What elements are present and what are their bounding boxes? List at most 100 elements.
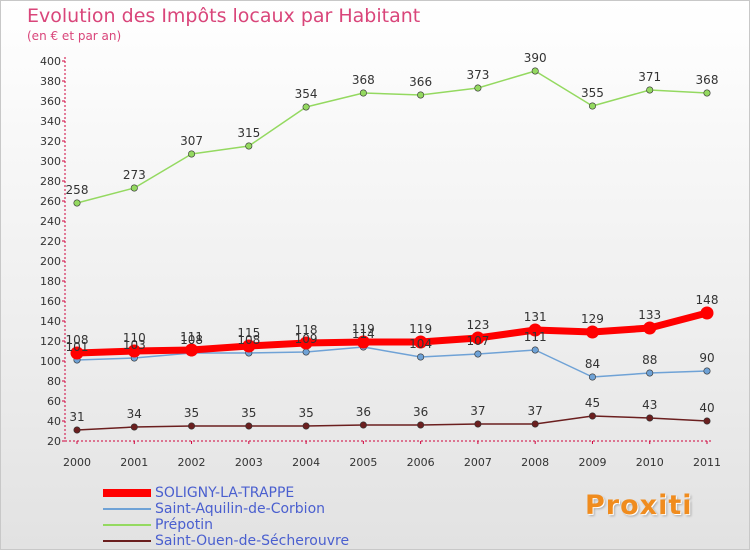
data-label: 315 [237,126,260,140]
data-point [703,367,711,375]
x-tick-label: 2001 [120,456,148,469]
data-label: 36 [413,405,428,419]
data-point [185,343,199,357]
data-label: 114 [352,327,375,341]
x-tick-label: 2003 [235,456,263,469]
data-label: 108 [180,333,203,347]
data-label: 307 [180,134,203,148]
data-point [188,422,196,430]
data-label: 34 [127,407,142,421]
data-label: 273 [123,168,146,182]
y-tick-label: 360 [40,95,61,108]
legend-swatch [103,489,151,497]
y-tick-label: 40 [47,415,61,428]
legend-swatch [103,540,151,542]
y-tick-label: 80 [47,375,61,388]
data-label: 390 [524,51,547,65]
y-tick-label: 240 [40,215,61,228]
data-label: 35 [184,406,199,420]
chart-axes [64,57,713,442]
data-label: 31 [69,410,84,424]
data-label: 119 [352,322,375,336]
data-label: 108 [66,333,89,347]
x-tick-label: 2004 [292,456,320,469]
data-point [703,89,711,97]
data-label: 258 [66,183,89,197]
data-point [127,344,141,358]
data-label: 373 [466,68,489,82]
data-label: 123 [466,318,489,332]
data-label: 40 [699,401,714,415]
data-label: 110 [123,331,146,345]
x-tick-label: 2008 [521,456,549,469]
x-tick-label: 2000 [63,456,91,469]
x-tick-label: 2007 [464,456,492,469]
data-label: 45 [585,396,600,410]
chart-title: Evolution des Impôts locaux par Habitant [27,5,421,27]
series-line [76,346,708,378]
data-point [417,353,425,361]
proxiti-logo: Proxiti [585,490,693,521]
data-label: 111 [524,330,547,344]
data-point [356,335,370,349]
data-point [302,348,310,356]
data-label: 109 [295,332,318,346]
data-label: 108 [237,333,260,347]
data-label: 35 [241,406,256,420]
data-point [703,417,711,425]
data-label: 115 [237,326,260,340]
y-tick-label: 20 [47,435,61,448]
legend-label: Prépotin [155,517,213,533]
legend-label: Saint-Ouen-de-Sécherouvre [155,533,350,549]
data-label: 37 [528,404,543,418]
y-tick-label: 140 [40,315,61,328]
data-label: 366 [409,75,432,89]
series-lines [76,70,708,431]
x-tick-label: 2005 [349,456,377,469]
data-point [646,369,654,377]
legend-swatch [103,524,151,526]
data-label: 90 [699,351,714,365]
data-point [359,89,367,97]
x-tick-label: 2009 [578,456,606,469]
legend-label: Saint-Aquilin-de-Corbion [155,501,326,517]
y-tick-label: 340 [40,115,61,128]
series-points [70,67,714,434]
data-point [245,142,253,150]
data-point [417,91,425,99]
x-axis-ticks: 2000 2001 2002 2003 2004 2005 2006 2007 2008 2009… [63,441,721,469]
legend-swatch [103,508,151,510]
data-point [245,422,253,430]
data-point [531,67,539,75]
data-label: 148 [696,293,719,307]
data-point [588,373,596,381]
data-label: 88 [642,353,657,367]
y-tick-label: 400 [40,55,61,68]
y-tick-label: 200 [40,255,61,268]
data-point [474,84,482,92]
data-label: 84 [585,357,600,371]
data-point [302,103,310,111]
y-tick-label: 120 [40,335,61,348]
y-tick-label: 180 [40,275,61,288]
data-point [588,102,596,110]
data-label: 119 [409,322,432,336]
data-label: 354 [295,87,318,101]
data-point [585,325,599,339]
data-point [299,336,313,350]
data-label: 37 [470,404,485,418]
data-point [474,420,482,428]
y-tick-label: 260 [40,195,61,208]
data-label: 36 [356,405,371,419]
data-point [73,426,81,434]
x-tick-label: 2006 [407,456,435,469]
data-label: 355 [581,86,604,100]
data-point [73,199,81,207]
data-point [474,350,482,358]
data-point [302,422,310,430]
legend-label: SOLIGNY-LA-TRAPPE [155,485,295,501]
data-point [646,414,654,422]
y-tick-label: 380 [40,75,61,88]
